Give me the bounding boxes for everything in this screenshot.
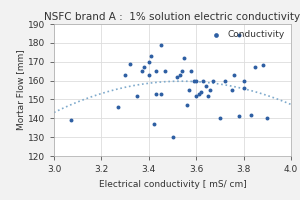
Conductivity: [158, 92, 163, 95]
Conductivity: [218, 117, 222, 120]
Conductivity: [201, 79, 206, 82]
Legend: Conductivity: Conductivity: [205, 29, 286, 41]
Conductivity: [210, 79, 215, 82]
Conductivity: [253, 66, 258, 69]
Conductivity: [170, 136, 175, 139]
Conductivity: [68, 119, 73, 122]
Conductivity: [241, 87, 246, 90]
Conductivity: [236, 115, 241, 118]
Conductivity: [128, 62, 132, 65]
Conductivity: [154, 70, 158, 73]
Y-axis label: Mortar Flow [mm]: Mortar Flow [mm]: [16, 50, 25, 130]
Conductivity: [194, 94, 199, 97]
Conductivity: [222, 79, 227, 82]
Conductivity: [154, 92, 158, 95]
Conductivity: [260, 64, 265, 67]
Conductivity: [182, 56, 187, 60]
Conductivity: [139, 70, 144, 73]
Conductivity: [158, 43, 163, 46]
X-axis label: Electrical conductivity [ mS/ cm]: Electrical conductivity [ mS/ cm]: [99, 180, 246, 189]
Conductivity: [146, 73, 151, 77]
Conductivity: [135, 94, 140, 97]
Conductivity: [123, 73, 128, 77]
Conductivity: [194, 79, 199, 82]
Conductivity: [187, 88, 191, 92]
Conductivity: [175, 75, 180, 78]
Conductivity: [232, 73, 236, 77]
Conductivity: [189, 70, 194, 73]
Conductivity: [206, 94, 210, 97]
Conductivity: [180, 70, 184, 73]
Conductivity: [177, 73, 182, 77]
Conductivity: [116, 105, 120, 109]
Conductivity: [196, 92, 201, 95]
Conductivity: [151, 122, 156, 126]
Conductivity: [208, 88, 213, 92]
Conductivity: [163, 70, 168, 73]
Conductivity: [142, 66, 146, 69]
Conductivity: [241, 79, 246, 82]
Conductivity: [149, 54, 154, 58]
Conductivity: [248, 113, 253, 116]
Conductivity: [146, 60, 151, 63]
Conductivity: [191, 79, 196, 82]
Conductivity: [265, 117, 270, 120]
Conductivity: [199, 90, 203, 93]
Conductivity: [203, 85, 208, 88]
Title: NSFC brand A :  1% solution electric conductivity: NSFC brand A : 1% solution electric cond…: [44, 12, 300, 22]
Conductivity: [184, 103, 189, 107]
Conductivity: [236, 34, 241, 37]
Conductivity: [230, 88, 234, 92]
